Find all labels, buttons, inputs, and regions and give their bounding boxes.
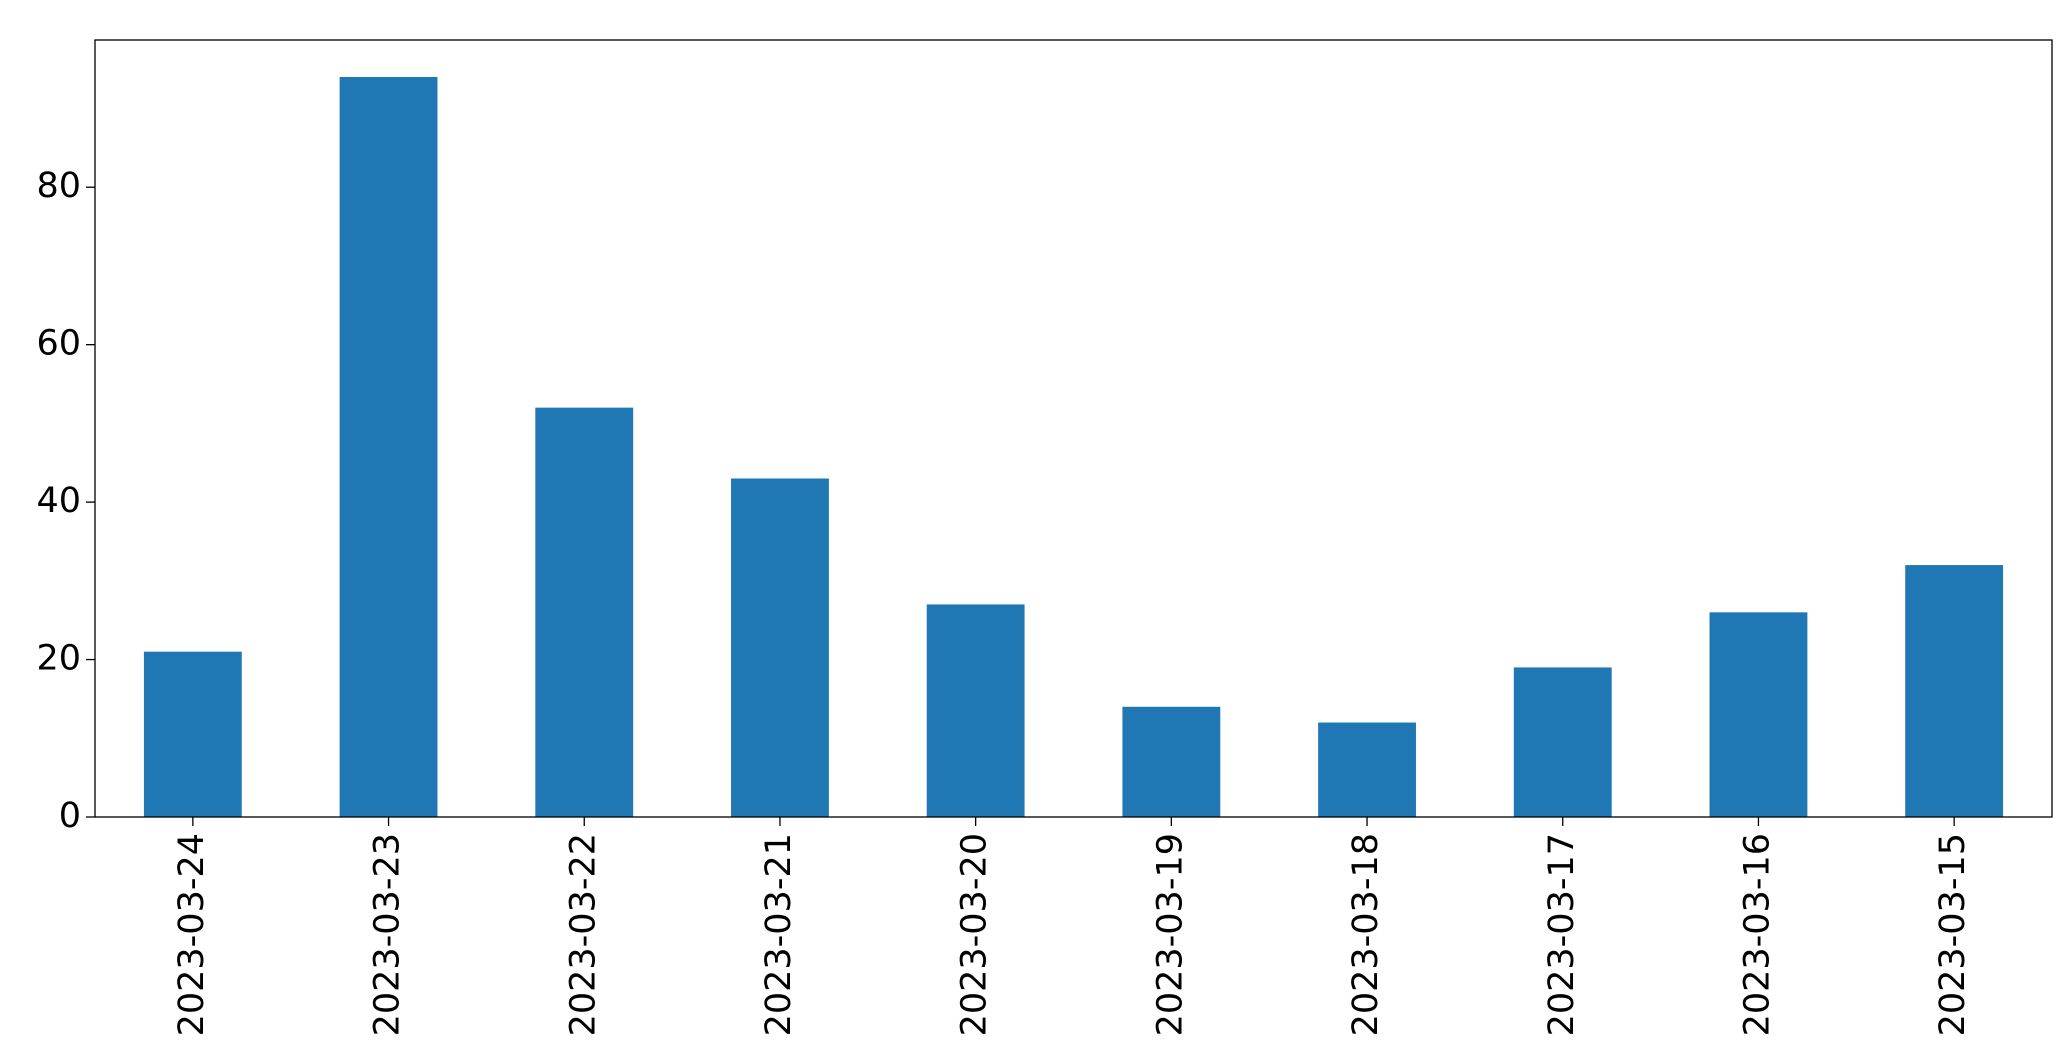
- y-tick-label: 80: [36, 166, 81, 206]
- axes-frame: [94, 39, 2053, 818]
- bar: [731, 478, 829, 817]
- x-tick-label: 2023-03-19: [1150, 833, 1190, 1036]
- bar: [339, 77, 438, 817]
- x-tick-label: 2023-03-20: [955, 833, 995, 1036]
- x-tick-label: 2023-03-18: [1346, 833, 1386, 1036]
- y-tick-label: 20: [36, 639, 81, 679]
- x-tick-label: 2023-03-22: [563, 833, 603, 1036]
- bar: [1122, 706, 1221, 817]
- bar: [1905, 565, 2004, 817]
- bar: [1318, 722, 1416, 817]
- y-tick-label: 40: [36, 481, 81, 521]
- bar: [1513, 667, 1612, 817]
- x-tick-label: 2023-03-15: [1933, 833, 1973, 1036]
- x-tick-label: 2023-03-21: [759, 833, 799, 1036]
- bar: [535, 407, 634, 817]
- y-tick-label: 0: [59, 796, 81, 836]
- bar: [1709, 612, 1808, 817]
- x-tick-label: 2023-03-16: [1737, 833, 1777, 1036]
- bar: [926, 604, 1025, 817]
- x-tick-label: 2023-03-24: [172, 833, 212, 1036]
- x-tick-label: 2023-03-17: [1542, 833, 1582, 1036]
- bar: [143, 651, 242, 817]
- y-tick-label: 60: [36, 324, 81, 364]
- x-tick-label: 2023-03-23: [368, 833, 408, 1036]
